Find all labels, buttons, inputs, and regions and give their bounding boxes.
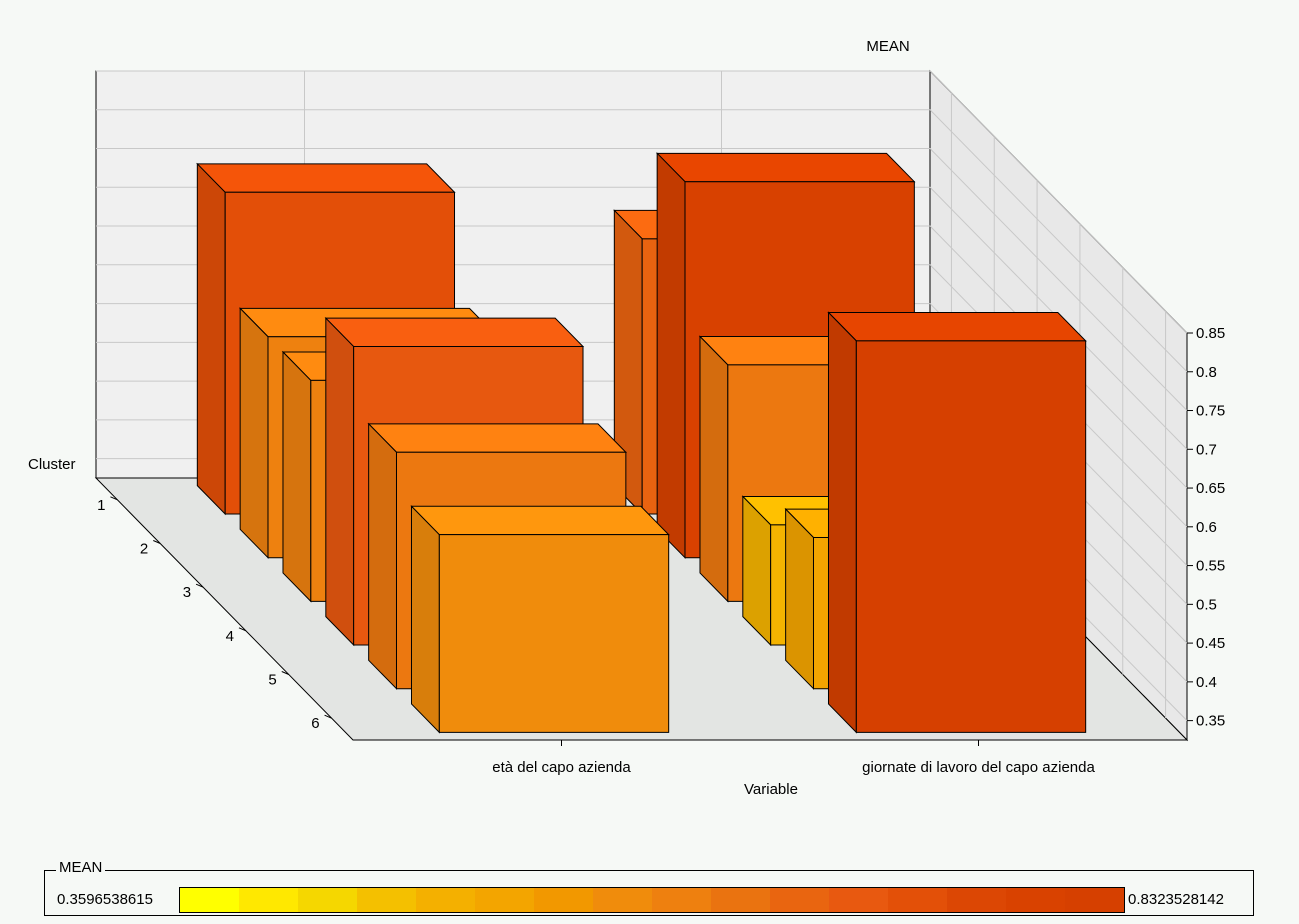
z-tick-label: 0.7	[1196, 441, 1217, 458]
legend-swatch	[239, 888, 298, 912]
z-tick-label: 0.65	[1196, 480, 1225, 497]
bar-top-face	[196, 163, 456, 193]
chart-3d-bar: 0.35 0.4 0.45 0.5 0.55 0.6 0.65 0.7 0.75 0.8 0.85 1…	[28, 38, 1225, 798]
bar-side-face	[656, 152, 686, 559]
cluster-tick-label: 2	[140, 541, 148, 558]
legend-swatch	[1065, 888, 1124, 912]
bar-cluster-6-var-1	[410, 505, 670, 734]
bar-front-face	[438, 534, 670, 733]
bar-top-face	[655, 152, 916, 183]
cluster-tick-label: 4	[226, 628, 234, 645]
legend-max-value: 0.8323528142	[1128, 891, 1224, 908]
cluster-tick	[195, 583, 204, 588]
legend-swatch	[711, 888, 770, 912]
legend-swatch	[593, 888, 652, 912]
bar-top-face	[324, 317, 585, 348]
z-tick-label: 0.85	[1196, 325, 1225, 342]
cluster-tick-label: 1	[97, 497, 105, 514]
bar-side-face	[196, 162, 226, 516]
bar-side-face	[699, 335, 729, 603]
chart-bars	[196, 152, 1087, 734]
z-axis-title: MEAN	[866, 38, 909, 55]
z-gridline	[96, 148, 1188, 411]
z-tick-label: 0.45	[1196, 635, 1225, 652]
bar-side-face	[785, 507, 814, 690]
legend-title: MEAN	[56, 859, 106, 876]
cluster-tick	[110, 496, 118, 501]
z-tick-label: 0.6	[1196, 519, 1217, 536]
cluster-tick	[281, 671, 289, 675]
cluster-tick-label: 6	[311, 715, 319, 732]
bar-cluster-6-var-2	[827, 311, 1087, 734]
legend-swatch	[770, 888, 829, 912]
cluster-tick	[238, 627, 247, 632]
cluster-tick-label: 5	[268, 672, 276, 689]
legend-swatch	[416, 888, 475, 912]
z-tick-label: 0.35	[1196, 713, 1225, 730]
cluster-tick	[324, 714, 332, 719]
z-tick-label: 0.4	[1196, 674, 1217, 691]
legend-swatch	[652, 888, 711, 912]
z-tick-label: 0.5	[1196, 596, 1217, 613]
bar-side-face	[368, 422, 397, 690]
z-tick-label: 0.8	[1196, 364, 1217, 381]
y-axis-title: Cluster	[28, 456, 76, 473]
variable-tick-label: giornate di lavoro del capo azienda	[862, 759, 1095, 776]
legend-swatch	[298, 888, 357, 912]
legend-color-ramp	[179, 887, 1125, 913]
z-gridline	[96, 70, 1188, 334]
legend-swatch	[947, 888, 1006, 912]
z-tick-label: 0.55	[1196, 558, 1225, 575]
bar-top-face	[827, 311, 1087, 342]
bar-side-face	[239, 307, 269, 559]
z-tick-label: 0.75	[1196, 403, 1225, 420]
z-gridline	[96, 109, 1188, 373]
legend-swatch	[534, 888, 593, 912]
cluster-tick	[153, 540, 161, 544]
legend-min-value: 0.3596538615	[57, 891, 153, 908]
bar-side-face	[410, 505, 440, 734]
chart-axis-ticks	[110, 332, 1193, 746]
bar-side-face	[827, 311, 857, 734]
legend-swatch	[829, 888, 888, 912]
variable-tick-label: età del capo azienda	[492, 759, 631, 776]
bar-front-face	[855, 340, 1087, 733]
bar-side-face	[282, 350, 312, 603]
bar-top-face	[367, 423, 628, 453]
cluster-tick-label: 3	[183, 584, 191, 601]
bar-side-face	[325, 316, 355, 647]
chart-labels: 0.35 0.4 0.45 0.5 0.55 0.6 0.65 0.7 0.75 0.8 0.85 1…	[28, 38, 1225, 798]
legend-swatch	[888, 888, 947, 912]
legend-swatch	[180, 888, 239, 912]
legend-swatch	[357, 888, 416, 912]
x-axis-title: Variable	[744, 781, 798, 798]
legend-swatch	[475, 888, 534, 912]
legend-box	[44, 870, 1254, 916]
legend-swatch	[1006, 888, 1065, 912]
bar-top-face	[410, 505, 670, 536]
